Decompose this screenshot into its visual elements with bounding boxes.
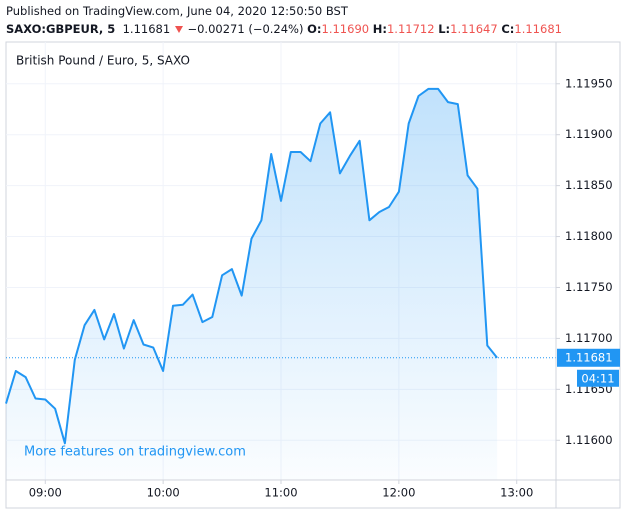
down-arrow [174,26,183,33]
open-label: O: [307,22,322,36]
high-value: 1.11712 [386,22,435,36]
x-tick-label: 11:00 [264,486,297,500]
y-tick-label: 1.11700 [565,331,613,345]
countdown-label: 04:11 [581,371,614,385]
change: −0.00271 (−0.24%) [187,22,304,36]
promo-link[interactable]: More features on tradingview.com [24,445,246,460]
y-tick-label: 1.11900 [565,127,613,141]
open-value: 1.11690 [321,22,370,36]
high-label: H: [372,22,387,36]
countdown-box [577,369,619,387]
last-price: 1.11681 [122,22,171,36]
y-tick-label: 1.11850 [565,178,613,192]
x-tick-label: 13:00 [500,486,533,500]
symbol: SAXO:GBPEUR, 5 [6,22,116,36]
last-price-box [557,348,620,367]
x-tick-label: 12:00 [382,486,415,500]
symbol-line: SAXO:GBPEUR, 5 1.11681 −0.00271 (−0.24%)… [6,22,562,36]
y-tick-label: 1.11950 [565,76,613,90]
close-value: 1.11681 [514,22,562,36]
chart-title: British Pound / Euro, 5, SAXO [16,54,190,68]
x-tick-label: 10:00 [147,486,180,500]
published-line: Published on TradingView.com, June 04, 2… [6,4,348,18]
low-label: L: [438,22,451,36]
area-fill [6,88,498,481]
y-tick-label: 1.11750 [565,280,613,294]
x-tick-label: 09:00 [29,486,62,500]
close-label: C: [501,22,515,36]
low-value: 1.11647 [450,22,498,36]
price-line [5,87,498,445]
last-price-label: 1.11681 [565,350,613,364]
y-tick-label: 1.11800 [565,229,613,243]
chart-frame [5,41,621,509]
y-tick-label: 1.11600 [565,433,613,447]
